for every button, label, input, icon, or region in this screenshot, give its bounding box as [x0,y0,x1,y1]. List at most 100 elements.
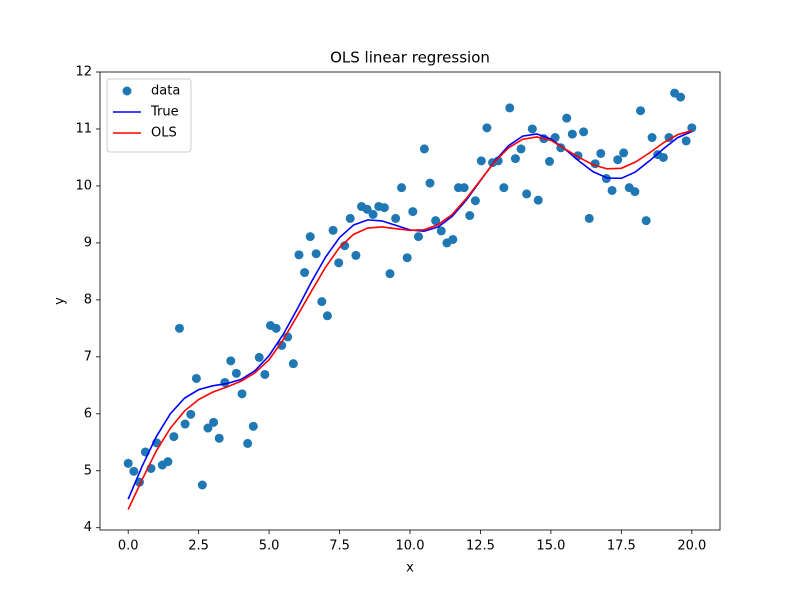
data-point [317,297,327,307]
y-tick-label: 6 [84,406,92,421]
y-tick-label: 5 [84,463,92,478]
data-point [499,183,509,193]
data-point [636,106,646,116]
data-point [676,92,686,102]
x-tick-label: 10.0 [396,539,425,554]
data-point [482,123,492,133]
data-point [260,369,270,379]
data-point [516,144,526,154]
data-point [214,433,224,443]
data-point [271,323,281,333]
data-point [465,211,475,221]
y-tick-label: 7 [84,349,92,364]
data-point [237,389,247,399]
data-point [470,196,480,206]
data-point [340,241,350,251]
data-point [305,232,315,242]
data-point [385,269,395,279]
data-point [607,185,617,195]
data-point [203,423,213,433]
x-tick-label: 7.5 [329,539,350,554]
data-point [533,195,543,205]
data-point [243,438,253,448]
x-tick-label: 0.0 [118,539,139,554]
chart-title: OLS linear regression [330,49,490,67]
data-point [613,155,623,165]
data-point [368,209,378,219]
x-tick-label: 5.0 [259,539,280,554]
data-point [425,178,435,188]
x-axis-label: x [406,561,414,576]
data-point [197,480,207,490]
data-point [397,183,407,193]
data-point [163,457,173,467]
data-point [476,156,486,166]
data-point [505,103,515,113]
y-tick-label: 12 [75,65,92,80]
data-point [431,216,441,226]
y-tick-label: 4 [84,520,92,535]
data-point [567,129,577,139]
data-point [277,340,287,350]
data-point [169,432,179,442]
data-point [174,323,184,333]
data-point [311,249,321,259]
data-point [562,113,572,123]
data-point [294,250,304,260]
x-tick-label: 20.0 [677,539,706,554]
y-tick-label: 9 [84,235,92,250]
data-point [226,356,236,366]
data-point [436,226,446,236]
data-point [209,417,219,427]
data-point [186,409,196,419]
data-point [647,133,657,143]
data-point [687,123,697,133]
y-tick-label: 11 [75,121,92,136]
data-point [459,183,469,193]
data-point [408,207,418,217]
data-point [129,466,139,476]
data-point [658,152,668,162]
data-point [191,373,201,383]
data-point [527,124,537,134]
data-point [630,187,640,197]
data-point [493,156,503,166]
data-point [545,156,554,166]
data-point [123,458,133,468]
data-point [391,213,401,223]
data-point [510,154,520,164]
y-tick-label: 10 [75,178,92,193]
data-point [300,268,310,278]
data-point [288,359,298,369]
y-tick-label: 8 [84,292,92,307]
plot-frame [99,71,721,531]
data-point [334,258,344,268]
y-axis-label: y [53,297,68,305]
data-point [351,250,361,260]
data-point [664,133,674,143]
data-point [619,148,629,158]
data-point [379,203,389,213]
legend-label: data [151,84,180,99]
x-tick-label: 12.5 [466,539,495,554]
data-point [448,234,458,244]
data-point [419,144,429,154]
x-tick-label: 15.0 [536,539,565,554]
data-point [596,148,606,158]
data-point [413,232,423,242]
x-tick-label: 2.5 [188,539,209,554]
data-point [402,253,412,263]
data-point [362,204,372,214]
x-tick-label: 17.5 [607,539,636,554]
data-point [522,189,532,199]
legend-label: True [150,105,179,120]
line [127,129,693,510]
data-point [681,136,691,146]
data-point [328,225,338,235]
data-point [254,352,264,362]
legend-label: OLS [151,126,177,141]
data-point [584,213,594,223]
data-point [322,311,332,321]
legend-marker [122,86,132,96]
